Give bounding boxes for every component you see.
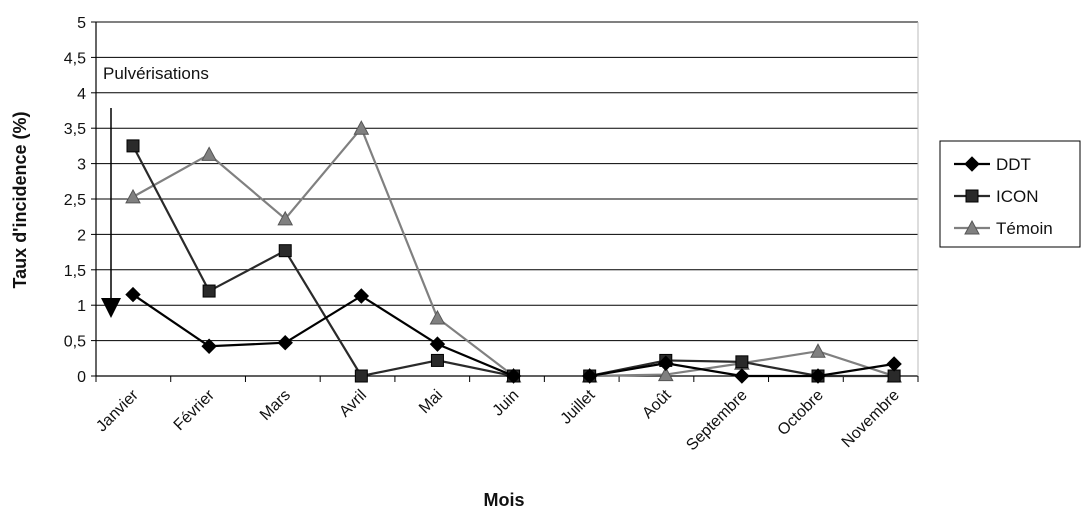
x-tick-label: Novembre <box>839 387 903 451</box>
data-point-diamond <box>429 336 446 352</box>
data-point-triangle <box>657 366 674 382</box>
x-tick-labels: Janvier Février Mars Avril Mai Juin Juillet Aoû… <box>93 386 903 454</box>
axes <box>91 21 919 382</box>
data-point-triangle <box>964 219 980 235</box>
annotation-arrow <box>101 108 121 318</box>
data-point-diamond <box>277 335 293 351</box>
data-point-diamond <box>734 368 750 384</box>
data-point-triangle <box>125 188 141 204</box>
data-point-square <box>126 139 140 153</box>
legend-box <box>939 140 1081 248</box>
data-point-diamond <box>353 288 370 304</box>
data-point-diamond <box>125 286 141 303</box>
data-point-diamond <box>658 355 674 371</box>
y-tick-labels: 0 0,5 1 1,5 2 2,5 3 3,5 4 4,5 5 <box>64 15 86 386</box>
data-point-triangle <box>277 210 294 226</box>
data-point-diamond <box>581 368 598 384</box>
data-point-square <box>965 189 979 203</box>
series-line <box>132 293 514 378</box>
annotation-pulverisations: Pulvérisations <box>103 64 209 83</box>
data-series <box>125 120 902 384</box>
data-point-diamond <box>505 368 522 384</box>
x-tick-label: Août <box>639 386 675 422</box>
data-point-square <box>354 369 368 383</box>
y-tick-label: 1,5 <box>64 263 86 280</box>
data-point-triangle <box>353 120 370 135</box>
y-tick-label: 2 <box>77 227 86 244</box>
y-tick-label: 4,5 <box>64 50 86 67</box>
x-tick-label: Octobre <box>775 387 827 439</box>
data-point-diamond <box>886 356 902 372</box>
series-line <box>132 145 514 378</box>
x-tick-label: Juillet <box>558 386 599 427</box>
x-axis-title: Mois <box>483 490 524 510</box>
data-point-diamond <box>810 368 826 384</box>
grid-lines <box>96 21 918 342</box>
y-tick-label: 3 <box>77 157 86 174</box>
y-tick-label: 0,5 <box>64 334 86 351</box>
x-tick-label: Février <box>171 386 219 434</box>
x-tick-label: Juin <box>490 387 523 420</box>
data-point-diamond <box>964 156 980 172</box>
x-tick-label: Janvier <box>93 386 142 435</box>
x-tick-label: Avril <box>336 387 370 421</box>
x-tick-label: Mai <box>416 387 446 417</box>
arrow-head <box>101 298 121 318</box>
data-point-square <box>735 355 749 369</box>
data-point-triangle <box>810 343 826 358</box>
data-point-diamond <box>201 338 217 354</box>
data-point-triangle <box>201 146 217 161</box>
series-line <box>132 126 515 377</box>
y-tick-label: 2,5 <box>64 192 86 209</box>
y-axis-title: Taux d'incidence (%) <box>10 112 30 289</box>
data-point-triangle <box>429 309 446 325</box>
y-tick-label: 0 <box>77 369 86 386</box>
y-tick-label: 4 <box>77 86 86 103</box>
series-témoin <box>125 120 902 383</box>
legend-label: DDT <box>996 155 1031 174</box>
series-ddt <box>125 286 902 384</box>
x-tick-label: Mars <box>257 387 294 424</box>
data-point-square <box>887 369 901 383</box>
legend-label: Témoin <box>996 219 1053 238</box>
legend: DDT ICON Témoin <box>939 140 1081 248</box>
data-point-square <box>278 244 292 258</box>
legend-label: ICON <box>996 187 1039 206</box>
x-tick-label: Septembre <box>683 387 750 454</box>
y-tick-label: 5 <box>77 15 86 32</box>
data-point-square <box>202 284 216 298</box>
y-tick-label: 3,5 <box>64 121 86 138</box>
data-point-square <box>430 353 444 367</box>
y-tick-label: 1 <box>77 298 86 315</box>
